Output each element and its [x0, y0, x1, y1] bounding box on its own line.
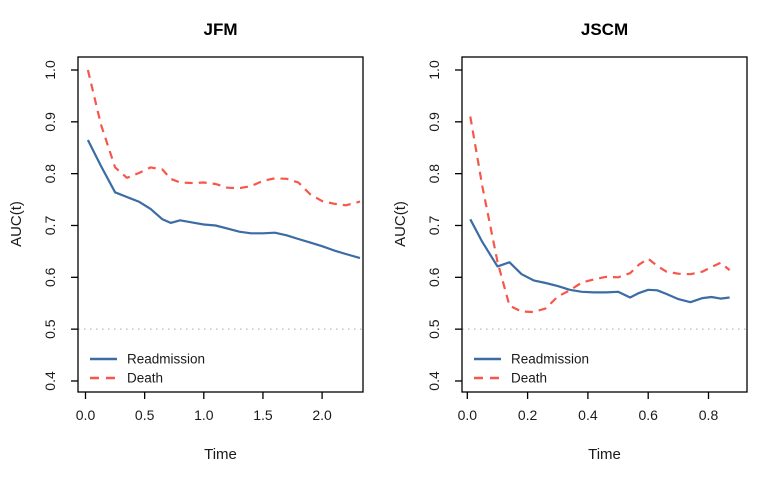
x-tick-label: 0.0 — [458, 407, 478, 423]
readmission-line — [86, 139, 361, 260]
y-tick-label: 0.8 — [42, 164, 58, 184]
death-line — [469, 116, 731, 314]
x-tick-label: 0.2 — [518, 407, 538, 423]
x-tick-label: 0.0 — [76, 407, 96, 423]
y-tick-label: 0.8 — [426, 164, 442, 184]
jscm-plot: 0.0 0.2 0.4 0.6 0.8 0.4 0.5 0.6 0.7 0.8 0.9 1.0 Read… — [426, 56, 748, 423]
death-line — [86, 69, 361, 207]
x-tick-label: 0.5 — [135, 407, 155, 423]
y-tick-label: 0.5 — [42, 319, 58, 339]
y-tick-label: 0.5 — [426, 319, 442, 339]
x-tick-label: 0.6 — [638, 407, 658, 423]
x-tick-label: 1.5 — [253, 407, 273, 423]
y-tick-label: 0.9 — [42, 112, 58, 132]
y-tick-label: 1.0 — [42, 60, 58, 80]
legend-label-readmission: Readmission — [511, 352, 589, 367]
panel-jfm: JFM AUC(t) Time 0.0 0.5 1.0 1.5 2.0 0.4 0.5 0.6… — [8, 20, 364, 463]
y-tick-label: 0.4 — [426, 371, 442, 391]
jfm-chart-title: JFM — [203, 20, 238, 39]
y-tick-label: 0.6 — [426, 267, 442, 287]
y-tick-label: 0.7 — [42, 216, 58, 236]
x-tick-label: 1.0 — [194, 407, 214, 423]
x-tick-label: 2.0 — [312, 407, 332, 423]
y-tick-label: 0.6 — [42, 267, 58, 287]
y-tick-label: 0.4 — [42, 371, 58, 391]
y-tick-label: 0.7 — [426, 216, 442, 236]
y-tick-label: 0.9 — [426, 112, 442, 132]
readmission-line — [469, 218, 730, 304]
jfm-x-axis-label: Time — [204, 446, 237, 463]
plot-box — [461, 56, 748, 393]
x-tick-label: 0.4 — [578, 407, 598, 423]
y-tick-label: 1.0 — [426, 60, 442, 80]
jfm-plot: 0.0 0.5 1.0 1.5 2.0 0.4 0.5 0.6 0.7 0.8 0.9 1.0 Read… — [42, 56, 364, 423]
plot-box — [77, 56, 364, 393]
legend-label-death: Death — [127, 371, 163, 386]
jscm-chart-title: JSCM — [580, 20, 629, 39]
legend-label-death: Death — [511, 371, 547, 386]
jscm-x-axis-label: Time — [588, 446, 621, 463]
panel-jscm: JSCM AUC(t) Time 0.0 0.2 0.4 0.6 0.8 0.4 0.5 0.… — [384, 0, 768, 480]
legend-label-readmission: Readmission — [127, 352, 205, 367]
x-tick-label: 0.8 — [699, 407, 719, 423]
